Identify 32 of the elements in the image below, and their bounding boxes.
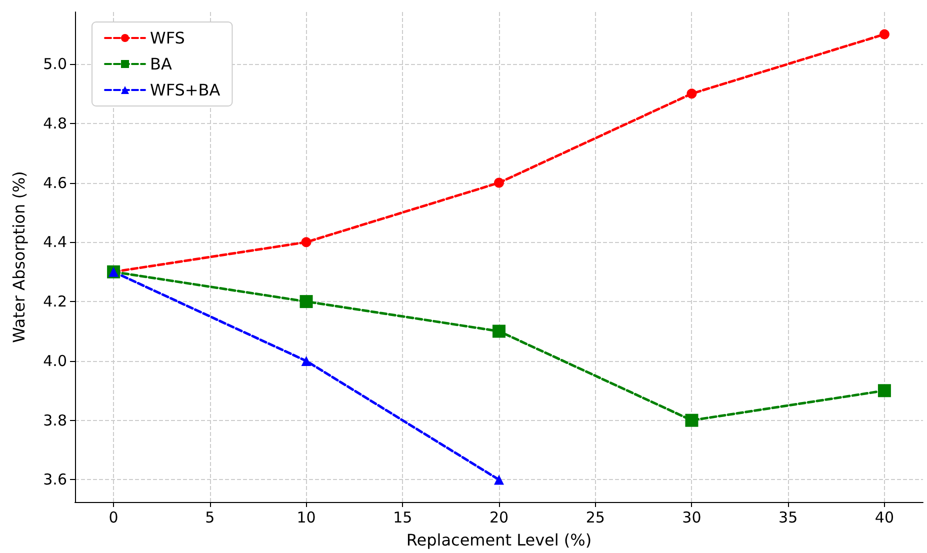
point <box>685 414 698 427</box>
point <box>879 29 890 40</box>
x-axis-title: Replacement Level (%) <box>406 530 592 550</box>
legend-label: WFS+BA <box>150 80 220 100</box>
point <box>301 356 312 366</box>
point <box>300 295 313 308</box>
point <box>494 178 504 188</box>
x-tick-label: 35 <box>778 508 798 526</box>
x-tick-label: 15 <box>393 508 412 526</box>
x-tick-label: 25 <box>586 508 605 526</box>
y-tick-label: 4.6 <box>43 174 67 192</box>
x-tick-label: 20 <box>489 508 509 526</box>
legend-label: WFS <box>150 28 185 48</box>
y-axis-title: Water Absorption (%) <box>10 171 28 343</box>
x-tick-label: 10 <box>296 508 316 526</box>
x-tick-label: 0 <box>108 508 118 526</box>
y-tick-label: 4.0 <box>43 352 67 370</box>
point <box>492 324 506 338</box>
y-tick-label: 4.2 <box>43 292 67 311</box>
y-tick-label: 5.0 <box>43 54 67 73</box>
x-tick-label: 40 <box>874 508 894 526</box>
y-tick-label: 4.8 <box>43 114 67 132</box>
y-tick-label: 3.6 <box>43 470 67 489</box>
point <box>878 384 891 398</box>
x-tick-label: 30 <box>682 508 702 526</box>
point <box>301 237 312 248</box>
point <box>494 474 504 485</box>
y-tick-label: 4.4 <box>43 233 67 252</box>
point <box>686 88 697 99</box>
x-tick-label: 5 <box>205 508 215 526</box>
y-tick-label: 3.8 <box>43 411 67 430</box>
legend-label: BA <box>150 54 172 74</box>
